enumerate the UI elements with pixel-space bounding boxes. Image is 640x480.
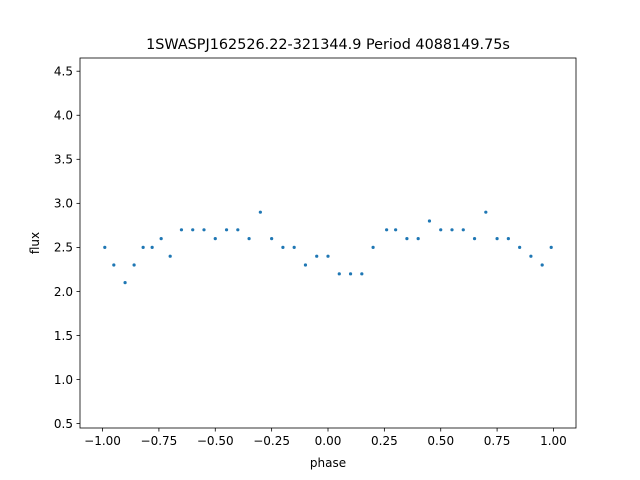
y-tick-label: 2.5 (54, 241, 73, 255)
x-tick-label: −1.00 (84, 434, 121, 448)
data-point (103, 245, 107, 249)
data-point (427, 219, 432, 223)
data-point (472, 237, 477, 241)
data-point (518, 245, 522, 249)
x-axis-ticks: −1.00 −0.75 −0.50 −0.25 0.00 0.25 0.50 0.75 1.00 (84, 428, 567, 448)
data-point (540, 263, 544, 267)
y-tick-label: 4.0 (54, 109, 73, 123)
data-point (213, 237, 217, 241)
data-point (247, 237, 251, 241)
x-tick-label: 0.75 (484, 434, 511, 448)
x-axis-label: phase (310, 456, 346, 470)
data-point (337, 272, 341, 276)
data-point (549, 245, 553, 249)
data-point (191, 228, 195, 232)
y-axis-label: flux (28, 232, 42, 254)
data-point (150, 245, 154, 249)
data-point (416, 237, 420, 241)
data-point (292, 245, 296, 249)
data-points (103, 210, 553, 285)
data-point (495, 237, 499, 241)
data-point (371, 245, 375, 249)
x-tick-label: −0.50 (197, 434, 234, 448)
data-point (529, 254, 533, 258)
data-point (141, 245, 145, 249)
y-tick-label: 3.0 (54, 197, 73, 211)
x-tick-label: 0.50 (427, 434, 454, 448)
data-point (360, 272, 364, 276)
data-point (348, 272, 353, 276)
data-point (202, 228, 206, 232)
data-point (506, 237, 510, 241)
data-point (315, 254, 319, 258)
x-tick-label: 1.00 (540, 434, 567, 448)
y-axis-ticks: 0.5 1.0 1.5 2.0 2.5 3.0 3.5 4.0 4.5 (54, 65, 80, 431)
x-tick-label: −0.25 (253, 434, 290, 448)
data-point (394, 228, 398, 232)
data-point (439, 228, 443, 232)
y-tick-label: 2.0 (54, 285, 73, 299)
x-tick-label: −0.75 (141, 434, 178, 448)
y-tick-label: 0.5 (54, 417, 73, 431)
data-point (236, 228, 240, 232)
data-point (326, 254, 330, 258)
data-point (405, 237, 409, 241)
chart-title: 1SWASPJ162526.22-321344.9 Period 4088149… (146, 37, 510, 53)
data-point (168, 254, 172, 258)
data-point (112, 263, 116, 267)
data-point (484, 210, 488, 214)
data-point (258, 210, 262, 214)
data-point (132, 263, 136, 267)
data-point (303, 263, 308, 267)
data-point (123, 281, 127, 285)
y-tick-label: 4.5 (54, 65, 73, 79)
data-point (159, 237, 163, 241)
y-tick-label: 3.5 (54, 153, 73, 167)
data-point (270, 237, 274, 241)
x-tick-label: 0.25 (371, 434, 398, 448)
data-point (450, 228, 454, 232)
y-tick-label: 1.5 (54, 329, 73, 343)
data-point (461, 228, 465, 232)
y-tick-label: 1.0 (54, 373, 73, 387)
data-point (385, 228, 389, 232)
x-tick-label: 0.00 (315, 434, 342, 448)
data-point (281, 245, 285, 249)
data-point (179, 228, 184, 232)
data-point (224, 228, 229, 232)
